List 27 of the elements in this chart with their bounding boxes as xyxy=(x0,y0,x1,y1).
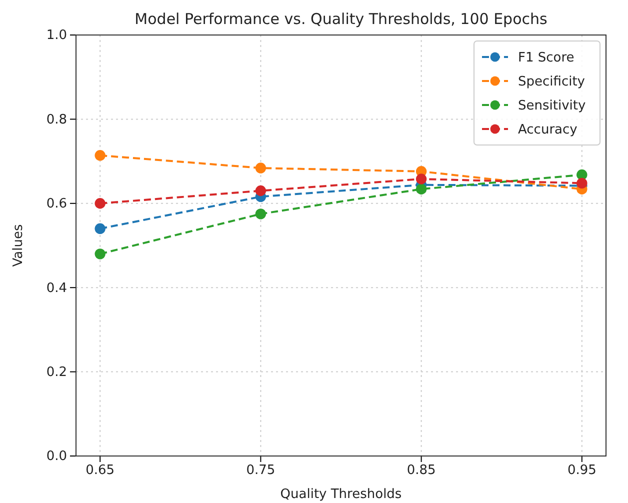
y-tick-label: 0.4 xyxy=(46,280,67,296)
point xyxy=(416,184,427,194)
y-tick-label: 0.6 xyxy=(46,196,67,212)
x-axis-title: Quality Thresholds xyxy=(280,487,402,502)
y-tick-label: 0.0 xyxy=(46,449,67,464)
x-tick-label: 0.95 xyxy=(567,463,596,478)
point xyxy=(416,174,427,184)
chart-title: Model Performance vs. Quality Thresholds, 100 Epochs xyxy=(134,10,548,28)
y-tick-label: 0.2 xyxy=(46,364,67,380)
point xyxy=(94,223,106,234)
x-tick-label: 0.85 xyxy=(406,463,436,478)
legend-label: Accuracy xyxy=(518,122,578,138)
point xyxy=(255,185,266,196)
legend-label: Sensitivity xyxy=(518,98,586,114)
x-tick-label: 0.75 xyxy=(246,463,276,478)
point xyxy=(576,178,588,189)
point xyxy=(94,198,106,209)
point xyxy=(255,208,266,220)
point xyxy=(94,248,106,260)
legend-label: F1 Score xyxy=(518,50,574,66)
x-tick-label: 0.65 xyxy=(86,463,115,478)
legend-label: Specificity xyxy=(518,74,586,90)
y-axis-title: Values xyxy=(11,224,26,267)
point xyxy=(94,150,106,161)
y-tick-label: 1.0 xyxy=(46,28,67,44)
point xyxy=(255,162,266,174)
y-tick-label: 0.8 xyxy=(46,112,67,128)
